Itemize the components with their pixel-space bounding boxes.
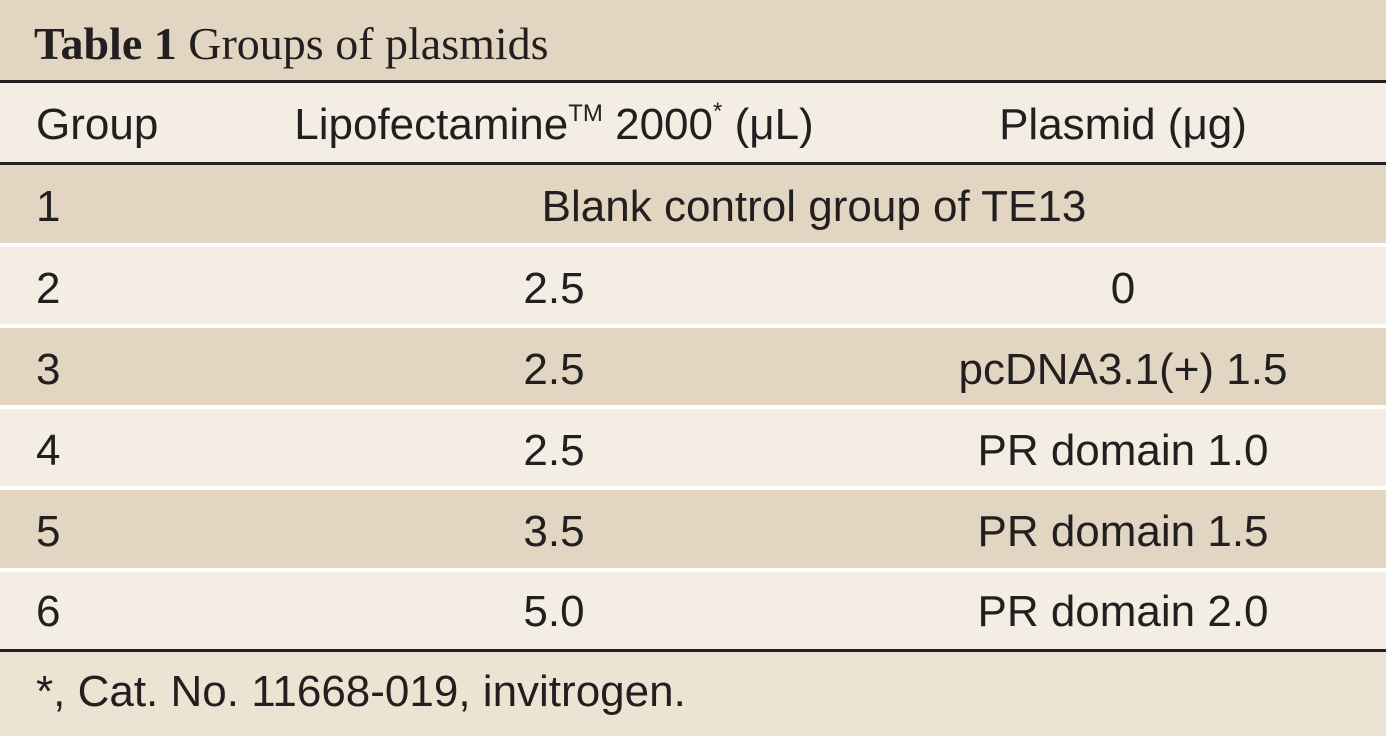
cell-plasmid: PR domain 1.0: [977, 426, 1269, 475]
row-separator: [0, 324, 1386, 328]
footnote-asterisk: *: [713, 98, 723, 125]
header-lipo-name: Lipofectamine: [294, 100, 569, 149]
cell-lipofectamine: 3.5: [523, 507, 585, 556]
header-lipofectamine: LipofectamineTM 2000* (μL): [294, 99, 813, 151]
table-label: Table 1: [34, 18, 177, 69]
table-caption: Groups of plasmids: [188, 18, 549, 69]
trademark-mark: TM: [568, 100, 603, 127]
cell-group: 2: [36, 264, 61, 313]
cell-plasmid: 0: [1110, 264, 1136, 313]
row-separator: [0, 243, 1386, 247]
cell-lipofectamine: 2.5: [523, 426, 585, 475]
row-separator: [0, 486, 1386, 490]
table-row: 3 2.5 pcDNA3.1(+) 1.5: [0, 328, 1386, 405]
cell-group: 4: [36, 426, 61, 475]
header-plasmid: Plasmid (μg): [999, 100, 1247, 149]
cell-lipofectamine: 2.5: [523, 264, 585, 313]
cell-group: 1: [36, 182, 61, 231]
table-title-bar: Table 1 Groups of plasmids: [0, 0, 1386, 80]
table-row: 2 2.5 0: [0, 247, 1386, 324]
cell-plasmid: PR domain 1.5: [977, 507, 1269, 556]
cell-span-note: Blank control group of TE13: [541, 182, 1087, 231]
header-rule: [0, 162, 1386, 165]
table-row: 6 5.0 PR domain 2.0: [0, 572, 1386, 649]
table-row: 4 2.5 PR domain 1.0: [0, 409, 1386, 486]
header-lipo-unit: (μL): [734, 100, 814, 149]
cell-group: 3: [36, 345, 61, 394]
header-row: Group LipofectamineTM 2000* (μL) Plasmid…: [0, 83, 1386, 162]
table-title: Table 1 Groups of plasmids: [34, 14, 549, 74]
header-lipo-num: 2000: [615, 100, 714, 149]
row-separator: [0, 405, 1386, 409]
cell-group: 5: [36, 507, 61, 556]
cell-group: 6: [36, 587, 61, 636]
table-footnote: *, Cat. No. 11668-019, invitrogen.: [36, 667, 686, 716]
cell-lipofectamine: 2.5: [523, 345, 585, 394]
table-row: 5 3.5 PR domain 1.5: [0, 490, 1386, 568]
top-rule: [0, 80, 1386, 83]
cell-plasmid: PR domain 2.0: [977, 587, 1269, 636]
cell-plasmid: pcDNA3.1(+) 1.5: [958, 345, 1288, 394]
cell-lipofectamine: 5.0: [523, 587, 585, 636]
row-separator: [0, 568, 1386, 572]
table-row: 1 Blank control group of TE13: [0, 165, 1386, 243]
header-group: Group: [36, 100, 159, 149]
bottom-rule: [0, 649, 1386, 652]
